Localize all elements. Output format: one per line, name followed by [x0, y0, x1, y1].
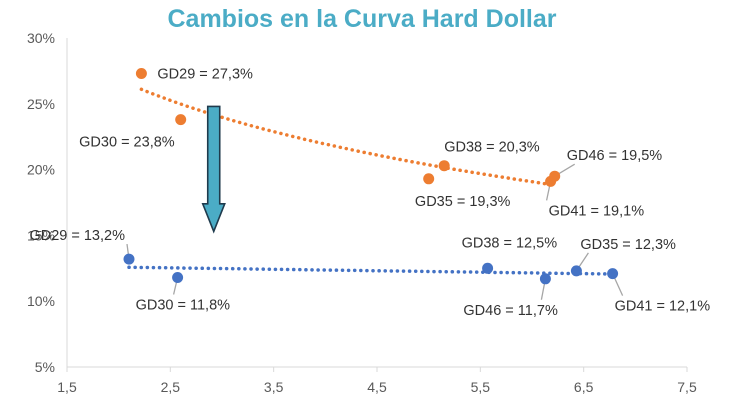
data-label: GD41 = 12,1%	[615, 299, 711, 315]
x-tick-label: 6,5	[574, 379, 594, 395]
data-label: GD41 = 19,1%	[549, 203, 645, 219]
data-point	[570, 265, 582, 277]
y-tick-label: 5%	[35, 359, 55, 375]
data-label: GD46 = 19,5%	[567, 148, 663, 164]
arrow-shape	[201, 105, 226, 234]
data-label: GD30 = 11,8%	[136, 298, 231, 314]
data-point	[175, 114, 187, 126]
data-labels: GD29 = 27,3% GD30 = 23,8% GD35 = 19,3% GD38…	[29, 67, 710, 319]
y-tick-label: 10%	[27, 293, 55, 309]
data-points	[123, 68, 619, 285]
data-label: GD29 = 13,2%	[29, 228, 125, 244]
chart-title: Cambios en la Curva Hard Dollar	[167, 5, 556, 33]
data-label: GD38 = 12,5%	[462, 235, 558, 251]
data-point	[607, 268, 619, 280]
trendline-1	[127, 265, 615, 276]
y-tick-label: 15%	[27, 227, 55, 243]
x-tick-label: 5,5	[471, 379, 491, 395]
axes: 5% 10% 15% 20% 25% 30% 1,5 2,5 3,5 4,5 5,5 6,5 7,5	[27, 30, 697, 395]
data-point	[539, 273, 551, 285]
data-label: GD35 = 12,3%	[580, 237, 676, 253]
data-point	[423, 173, 435, 185]
x-tick-label: 3,5	[264, 379, 284, 395]
data-point	[123, 253, 135, 265]
down-arrow-icon	[201, 105, 226, 234]
data-point	[172, 272, 184, 283]
data-label: GD30 = 23,8%	[79, 135, 175, 151]
y-tick-label: 30%	[27, 30, 55, 46]
data-label: GD46 = 11,7%	[463, 303, 558, 319]
data-point	[438, 160, 450, 172]
data-point	[549, 170, 561, 182]
y-tick-label: 25%	[27, 96, 55, 112]
data-label: GD35 = 19,3%	[415, 194, 511, 210]
data-label: GD38 = 20,3%	[444, 140, 540, 156]
x-tick-label: 7,5	[677, 379, 697, 395]
trendline-0	[139, 87, 557, 187]
y-tick-label: 20%	[27, 162, 55, 178]
x-tick-label: 1,5	[57, 379, 77, 395]
data-point	[482, 262, 494, 274]
x-tick-label: 2,5	[161, 379, 181, 395]
data-label: GD29 = 27,3%	[157, 67, 253, 83]
data-point	[135, 68, 147, 79]
x-tick-label: 4,5	[367, 379, 387, 395]
